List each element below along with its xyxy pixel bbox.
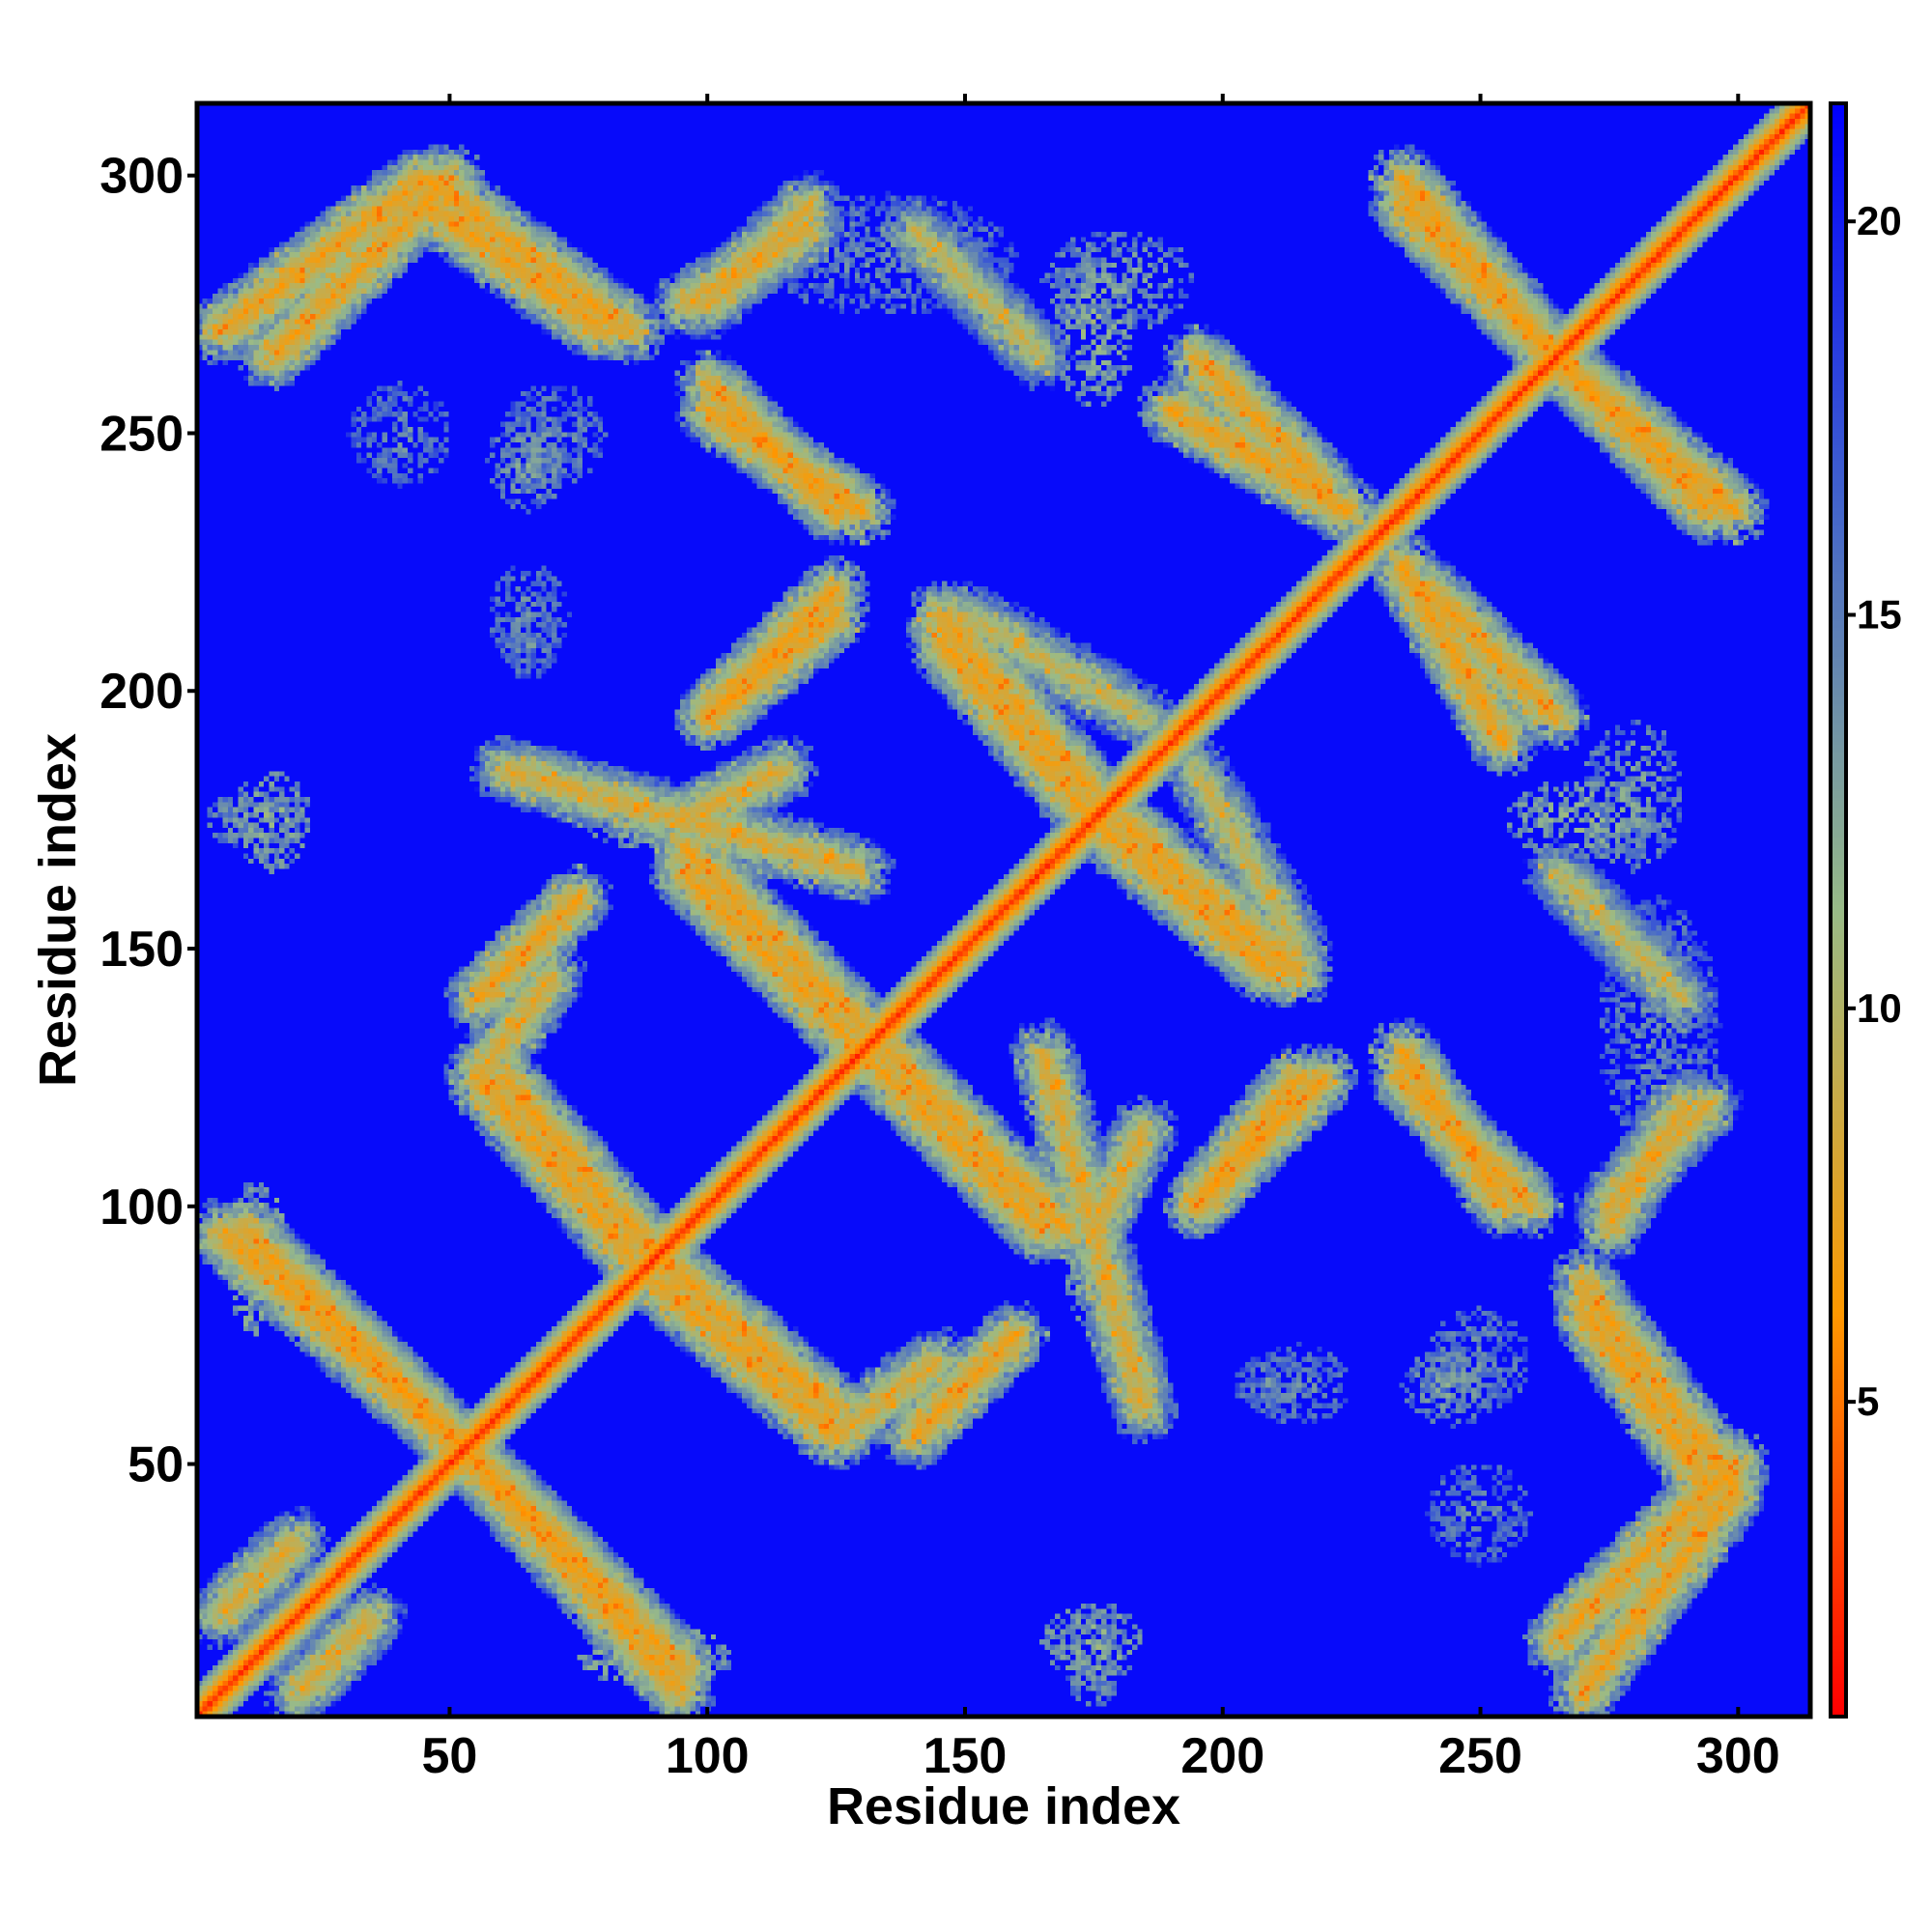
- colorbar-gradient: [1831, 103, 1846, 1717]
- x-tick-label: 150: [923, 1728, 1008, 1784]
- x-tick-label: 100: [666, 1728, 750, 1784]
- y-axis-ticks: 50 100 150 200 250 300: [99, 149, 197, 1493]
- colorbar-tick-label: 10: [1857, 985, 1902, 1031]
- y-tick-label: 300: [99, 149, 184, 205]
- contact-map-heatmap: [197, 103, 1810, 1717]
- x-tick-label: 50: [422, 1728, 478, 1784]
- colorbar-frame: [1829, 101, 1848, 1719]
- colorbar-ticks: 5 10 15 20: [1846, 198, 1902, 1424]
- colorbar-tick-label: 5: [1857, 1378, 1879, 1424]
- x-axis-ticks: 50 100 150 200 250 300: [422, 94, 1780, 1784]
- y-tick-label: 100: [99, 1179, 184, 1236]
- x-tick-label: 200: [1180, 1728, 1264, 1784]
- x-tick-label: 300: [1696, 1728, 1780, 1784]
- colorbar-tick-label: 20: [1857, 198, 1902, 243]
- y-tick-label: 150: [99, 922, 184, 978]
- y-tick-label: 250: [99, 406, 184, 462]
- colorbar-tick-label: 15: [1857, 592, 1902, 638]
- x-axis-title: Residue index: [827, 1777, 1180, 1835]
- plot-frame: [194, 100, 1813, 1719]
- x-tick-label: 250: [1438, 1728, 1522, 1784]
- y-tick-label: 50: [128, 1437, 184, 1493]
- y-axis-title: Residue index: [29, 733, 87, 1087]
- y-tick-label: 200: [99, 664, 184, 720]
